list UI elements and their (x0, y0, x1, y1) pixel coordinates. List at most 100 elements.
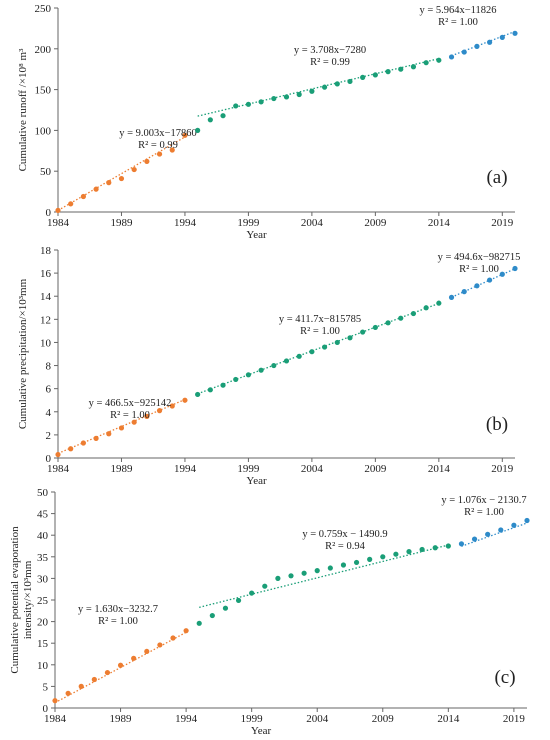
fit-equation: y = 9.003x−17860 (119, 128, 196, 139)
fit-r-squared: R² = 1.00 (300, 326, 340, 337)
data-point (131, 655, 137, 661)
data-point (271, 362, 277, 369)
data-point (220, 382, 226, 388)
data-point (52, 698, 58, 704)
x-tick-label: 1989 (110, 463, 133, 475)
data-point (360, 74, 366, 80)
data-point (283, 94, 290, 100)
data-point (334, 81, 340, 87)
y-tick-label: 5 (43, 681, 49, 693)
data-point (207, 387, 213, 393)
panel-label: (c) (494, 667, 515, 688)
data-point (104, 669, 111, 676)
data-point (461, 289, 467, 295)
y-tick-label: 150 (35, 85, 52, 97)
data-point (423, 60, 429, 66)
data-point (283, 358, 290, 364)
fit-r-squared: R² = 1.00 (464, 507, 504, 518)
x-tick-label: 1999 (237, 217, 260, 229)
data-point (372, 324, 378, 331)
data-point (296, 353, 302, 359)
data-point (220, 113, 226, 119)
data-point (471, 536, 478, 542)
y-tick-label: 200 (35, 44, 52, 56)
data-point (93, 186, 99, 192)
x-tick-label: 1994 (175, 713, 198, 725)
data-point (410, 310, 417, 317)
data-point (385, 69, 391, 75)
data-point (156, 151, 163, 157)
data-point (93, 435, 99, 441)
x-tick-label: 1984 (47, 217, 70, 229)
data-point (436, 300, 442, 306)
data-point (235, 597, 242, 604)
data-point (347, 78, 353, 85)
data-point (131, 166, 137, 173)
y-tick-label: 2 (46, 430, 52, 442)
data-point (448, 54, 455, 60)
fit-equation: y = 494.6x−982715 (438, 252, 521, 263)
fit-equation: y = 411.7x−815785 (279, 314, 361, 325)
fit-equation: y = 1.630x−3232.7 (78, 604, 158, 615)
y-tick-label: 20 (37, 617, 49, 629)
x-tick-label: 1999 (237, 463, 260, 475)
y-axis-label: Cumulative potential evaporationintensit… (9, 526, 34, 674)
data-point (474, 283, 480, 289)
data-point (410, 64, 417, 70)
data-point (106, 431, 112, 437)
x-axis-label: Year (251, 725, 272, 737)
x-tick-label: 2004 (301, 217, 324, 229)
chart-panel-2: 0 2 4 6 8 10 12 14 16 18 1984 1989 1994 1999 2004 2009 2… (17, 245, 520, 487)
y-tick-label: 0 (43, 703, 49, 715)
fit-r-squared: R² = 1.00 (459, 264, 499, 275)
fit-r-squared: R² = 0.94 (325, 541, 365, 552)
y-tick-label: 40 (37, 530, 49, 542)
x-tick-label: 2009 (364, 463, 387, 475)
x-tick-label: 1999 (241, 713, 264, 725)
x-axis-label: Year (246, 475, 267, 487)
data-point (423, 305, 429, 311)
y-tick-label: 14 (40, 291, 52, 303)
data-point (182, 397, 188, 403)
x-tick-label: 1994 (174, 463, 197, 475)
fit-equation: y = 5.964x−11826 (419, 5, 496, 16)
x-tick-label: 2019 (491, 463, 514, 475)
y-tick-label: 0 (46, 453, 52, 465)
data-point (78, 683, 84, 690)
y-tick-label: 6 (46, 384, 52, 396)
x-tick-label: 1984 (47, 463, 70, 475)
data-point (271, 95, 277, 102)
data-point (347, 335, 353, 341)
data-point (461, 49, 467, 55)
data-point (156, 408, 163, 414)
fit-equation: y = 466.5x−925142 (89, 398, 172, 409)
data-point (512, 265, 518, 272)
data-point (309, 88, 315, 94)
data-point (209, 612, 215, 619)
data-point (314, 568, 320, 574)
data-point (249, 590, 255, 596)
data-point (118, 175, 125, 182)
data-point (169, 147, 175, 153)
data-point (207, 117, 213, 123)
data-point (131, 419, 137, 425)
trend-line (451, 30, 516, 57)
data-point (309, 349, 315, 355)
data-point (445, 543, 451, 549)
trend-line (199, 544, 449, 608)
data-point (380, 554, 386, 560)
data-point (222, 605, 229, 611)
fit-equation: y = 3.708x−7280 (294, 45, 366, 56)
data-point (106, 180, 112, 186)
x-tick-label: 1994 (174, 217, 197, 229)
y-tick-label: 10 (37, 660, 49, 672)
data-point (340, 562, 347, 568)
data-point (80, 440, 86, 446)
data-point (258, 99, 264, 105)
y-axis-label: Cumulative precipitation/×10³mm (17, 278, 29, 429)
x-tick-label: 1989 (110, 713, 133, 725)
y-tick-label: 18 (40, 245, 52, 257)
data-point (262, 583, 268, 589)
y-tick-label: 45 (37, 509, 49, 521)
